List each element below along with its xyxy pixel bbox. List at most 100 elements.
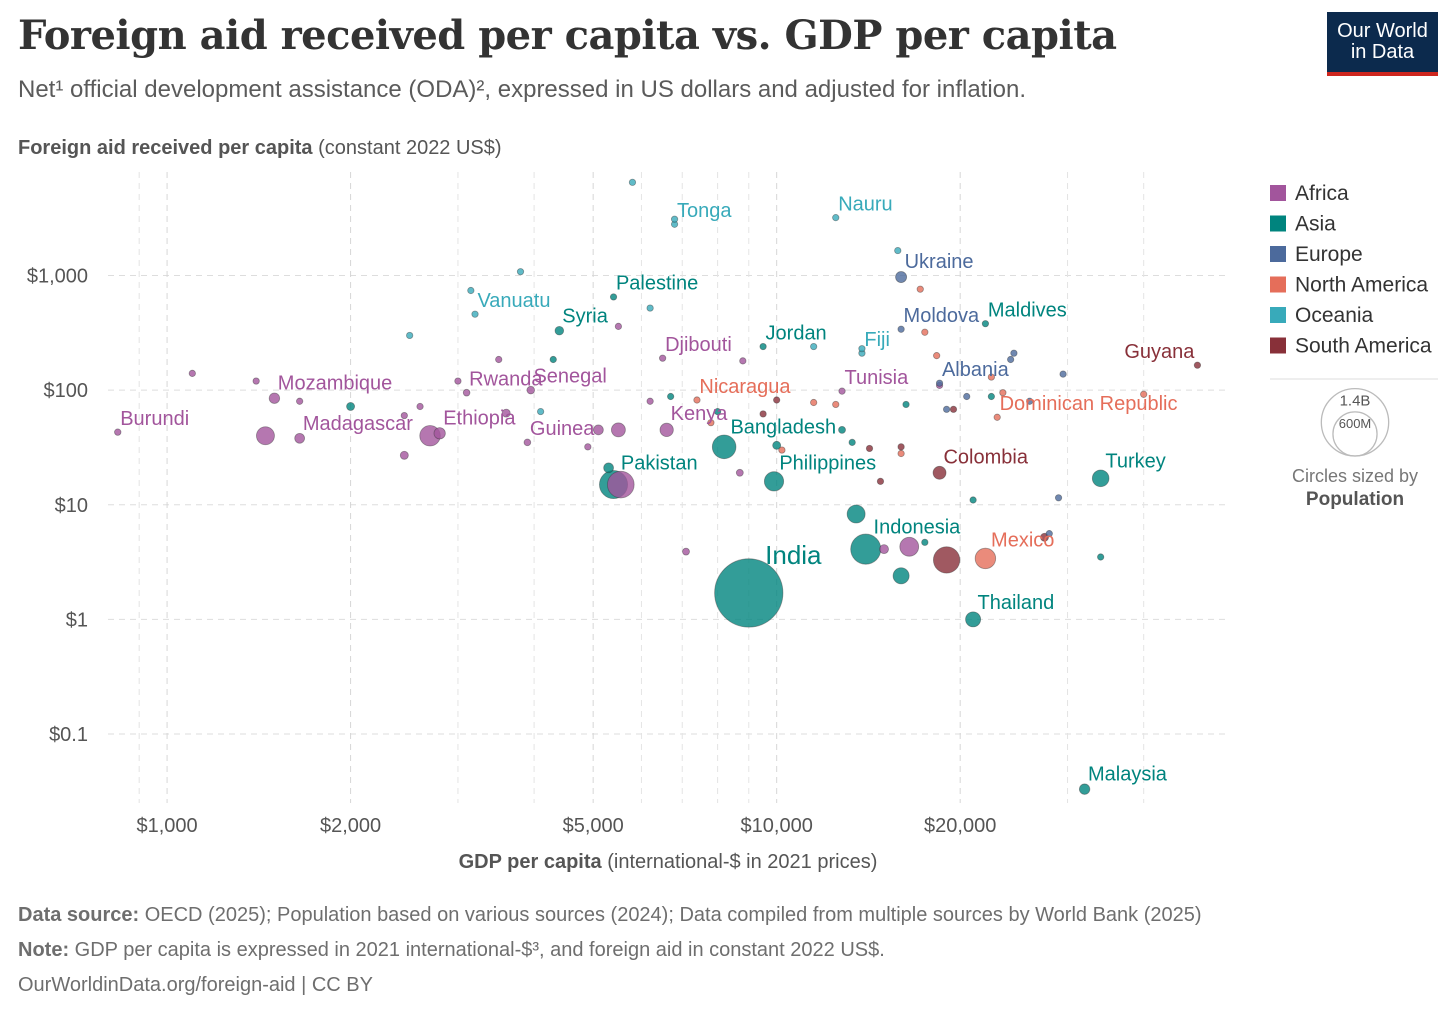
point-tunisia (838, 387, 846, 395)
point (467, 286, 475, 295)
point (772, 440, 782, 450)
point (838, 425, 846, 434)
label-ethiopia: Ethiopia (443, 407, 516, 429)
point (1026, 397, 1034, 405)
legend-swatch-africa (1270, 185, 1286, 201)
data-source-text: OECD (2025); Population based on various… (144, 904, 1202, 926)
point-albania (935, 379, 944, 387)
data-points (114, 178, 1202, 795)
chart-note: Note: GDP per capita is expressed in 202… (18, 939, 885, 962)
point-burundi (114, 428, 122, 436)
legend-label-north-america: North America (1295, 274, 1428, 297)
label-syria: Syria (562, 306, 608, 328)
point (999, 389, 1007, 397)
point (188, 369, 196, 377)
point (296, 397, 304, 405)
chart-title: Foreign aid received per capita vs. GDP … (18, 12, 1117, 59)
label-maldives: Maldives (988, 299, 1067, 321)
point-bangladesh (711, 434, 737, 460)
label-fiji: Fiji (864, 329, 890, 351)
grid (108, 172, 1228, 803)
point (963, 392, 971, 401)
legend-label-europe: Europe (1295, 243, 1363, 266)
logo-line-1: Our World (1337, 20, 1428, 42)
label-palestine: Palestine (616, 273, 698, 295)
size-legend-value: 1.4B (1340, 393, 1371, 410)
note-label: Note: (18, 939, 70, 961)
legend-label-africa: Africa (1295, 182, 1349, 205)
point (593, 424, 604, 436)
point (832, 400, 840, 409)
y-axis-title: Foreign aid received per capita (constan… (18, 137, 502, 159)
point-turkey (1091, 469, 1110, 488)
point (858, 345, 866, 353)
point (670, 215, 679, 223)
x-tick-label: $10,000 (741, 815, 813, 837)
point (584, 443, 592, 451)
point (346, 402, 356, 411)
label-philippines: Philippines (779, 453, 876, 475)
point (1007, 355, 1015, 364)
point (773, 396, 781, 404)
y-tick-label: $1 (66, 609, 88, 631)
x-tick-label: $1,000 (136, 815, 197, 837)
legend-label-south-america: South America (1295, 335, 1432, 358)
owid-logo[interactable]: Our World in Data (1327, 12, 1438, 76)
point-mozambique (268, 392, 281, 404)
point (603, 462, 614, 474)
y-tick-label: $10 (55, 495, 88, 517)
point (516, 268, 525, 276)
point (846, 504, 866, 524)
legend[interactable]: Africa Asia Europe North America Oceania Sout… (1270, 182, 1438, 510)
point-senegal (526, 385, 535, 395)
point-labels: India Indonesia Pakistan Bangladesh Philippi… (120, 193, 1195, 785)
label-mexico: Mexico (991, 529, 1054, 551)
size-legend-title: Circles sized by (1292, 466, 1418, 486)
point-mexico (974, 547, 997, 570)
point (501, 408, 511, 418)
label-nauru: Nauru (838, 193, 892, 215)
point (916, 285, 924, 293)
point (933, 546, 961, 574)
y-axis-title-bold: Foreign aid received per capita (18, 137, 313, 159)
label-albania: Albania (942, 359, 1010, 381)
chart-subtitle: Net¹ official development assistance (OD… (18, 76, 1027, 103)
label-moldova: Moldova (904, 305, 980, 327)
point (987, 373, 995, 381)
point-guyana (1193, 361, 1202, 369)
point (759, 410, 767, 418)
point (1040, 532, 1049, 542)
point (739, 357, 747, 365)
label-kenya: Kenya (671, 403, 729, 425)
point (1140, 390, 1148, 398)
point (876, 477, 885, 485)
x-axis-title-rest: (international-$ in 2021 prices) (602, 851, 878, 873)
point-ukraine (895, 271, 908, 283)
data-source-label: Data source: (18, 904, 140, 926)
point (894, 246, 902, 255)
label-tonga: Tonga (677, 200, 732, 222)
point (1054, 494, 1063, 502)
point (848, 438, 856, 446)
point (735, 468, 744, 477)
label-burundi: Burundi (120, 408, 189, 430)
point (1045, 530, 1053, 538)
point (810, 342, 818, 351)
source-url[interactable]: OurWorldinData.org/foreign-aid | CC BY (18, 974, 373, 996)
x-tick-label: $20,000 (924, 815, 996, 837)
label-india: India (765, 540, 822, 570)
x-axis-title-bold: GDP per capita (459, 851, 603, 873)
point (682, 547, 690, 556)
point (899, 536, 920, 557)
point (810, 398, 818, 407)
point-moldova (897, 325, 905, 333)
legend-swatch-europe (1270, 246, 1286, 262)
point-philippines (763, 471, 785, 492)
label-senegal: Senegal (533, 365, 606, 387)
point (949, 405, 958, 413)
point (646, 304, 654, 312)
size-legend-circle (1332, 411, 1378, 457)
point-madagascar (294, 432, 305, 444)
point (399, 450, 409, 460)
